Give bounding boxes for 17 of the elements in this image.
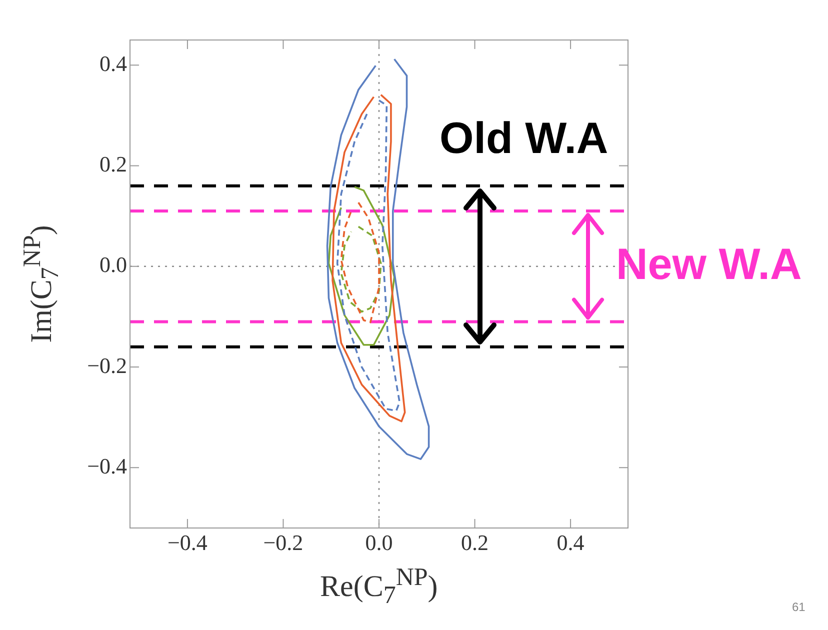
y-tick-label: 0.2 (100, 152, 127, 177)
y-tick-label: 0.0 (100, 252, 127, 278)
x-tick-label: 0.0 (365, 530, 393, 555)
x-tick-label: 0.4 (556, 530, 584, 555)
x-axis-title: Re(C$_{7}$$^{NP}$) (320, 564, 438, 610)
x-tick-label: 0.2 (461, 530, 489, 555)
x-tick-label: −0.4 (168, 530, 208, 555)
y-tick-label: 0.4 (100, 50, 127, 76)
annotation: Old W.A (440, 114, 608, 164)
line-series (340, 202, 380, 324)
line-series (340, 226, 382, 313)
line-series (336, 99, 400, 412)
y-tick-label: −0.2 (87, 352, 127, 378)
x-tick-label: −0.2 (263, 530, 304, 555)
text: 61 (792, 600, 806, 614)
y-tick-label: −0.4 (87, 453, 127, 478)
annotation: New W.A (616, 240, 802, 290)
